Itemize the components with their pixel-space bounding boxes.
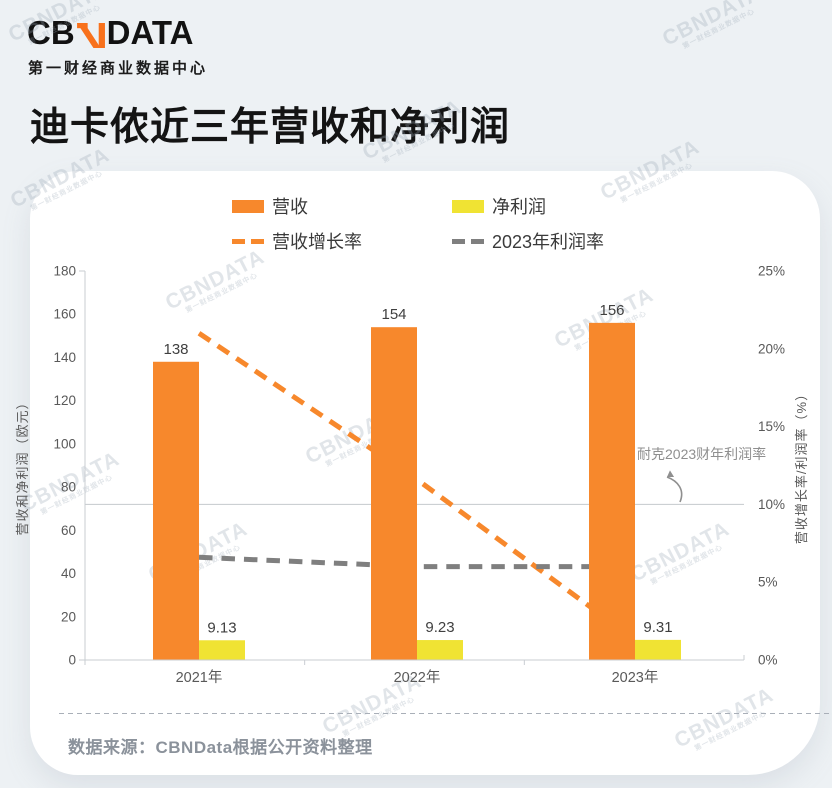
legend-dash-swatch [452,238,484,244]
legend-label: 营收 [272,197,308,217]
right-axis-tick: 10% [758,497,785,512]
logo-text-left: CB [27,14,75,51]
left-axis-tick: 180 [53,264,76,279]
legend-item-营收增长率: 营收增长率 [232,232,362,252]
data-source: 数据来源：CBNData根据公开资料整理 [68,738,373,757]
legend-item-2023年利润率: 2023年利润率 [452,232,604,252]
bar-value-label: 156 [599,302,624,319]
left-axis-tick: 120 [53,393,76,408]
right-axis-tick: 5% [758,575,778,590]
right-axis-tick: 25% [758,264,785,279]
curved-arrow-icon [666,470,683,503]
legend-label: 2023年利润率 [492,232,605,252]
legend-label: 营收增长率 [272,232,362,252]
legend-dash-swatch [232,238,264,244]
bar [199,640,245,660]
left-axis-tick: 140 [53,350,76,365]
brand-logo: CB DATA [27,16,193,49]
x-axis-label: 2023年 [612,669,659,686]
bar [371,327,417,660]
left-axis-title: 营收和净利润（欧元） [15,395,30,535]
left-axis-tick: 80 [61,480,76,495]
bar-value-label: 9.23 [425,619,454,636]
bar [417,640,463,660]
legend-bar-swatch [452,199,484,213]
bar-series-净利润: 9.13 9.23 9.31 [199,619,681,660]
bar [153,361,199,660]
left-axis-tick: 0 [68,653,76,668]
right-axis-title: 营收增长率/利润率（%） [794,387,809,544]
left-axis-tick: 20 [61,609,76,624]
bar-value-label: 9.13 [207,619,236,636]
axes [79,270,745,665]
logo-text-right: DATA [106,14,194,51]
bar [635,639,681,660]
legend-label: 净利润 [492,197,546,217]
x-axis-label: 2021年 [176,669,223,686]
legend-item-净利润: 净利润 [452,197,546,217]
left-axis-tick: 100 [53,436,76,451]
bar [589,322,635,660]
page-title: 迪卡侬近三年营收和净利润 [30,106,511,149]
left-axis-tick: 60 [61,523,76,538]
legend-bar-swatch [232,199,264,213]
x-axis-label: 2022年 [394,669,441,686]
bar-value-label: 138 [163,341,188,358]
bar-value-label: 154 [381,306,406,323]
right-axis-tick: 15% [758,419,785,434]
bar-series-营收: 138 154 156 [153,302,635,660]
dashed-separator [59,713,832,714]
legend-item-营收: 营收 [232,197,308,217]
logo-n-icon [76,23,105,48]
right-axis-tick: 0% [758,653,778,668]
reference-line-annotation: 耐克2023财年利润率 [637,446,767,462]
left-axis-tick: 40 [61,566,76,581]
right-axis-tick: 20% [758,341,785,356]
bar-value-label: 9.31 [643,619,672,636]
left-axis-tick: 160 [53,307,76,322]
line-series-2023年利润率 [198,554,635,570]
logo-subtitle: 第一财经商业数据中心 [28,60,209,77]
